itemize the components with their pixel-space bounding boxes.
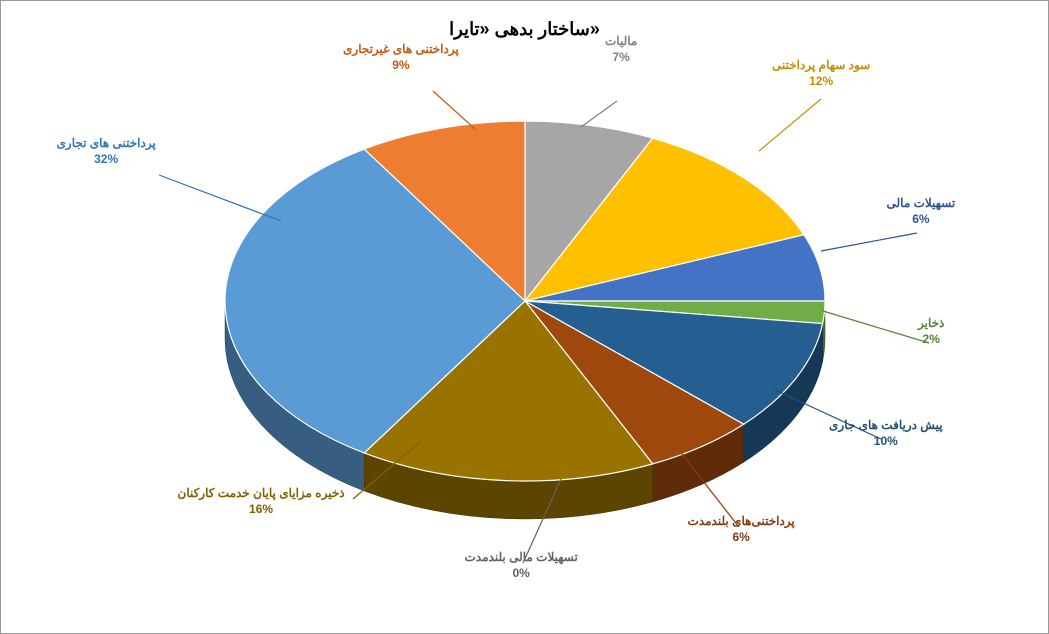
slice-label-text: ذخایر xyxy=(918,315,944,331)
slice-label-text: تسهیلات مالی بلندمدت xyxy=(465,549,578,565)
slice-label-text: پرداختنی های غیرتجاری xyxy=(343,41,459,57)
slice-label-pct: 6% xyxy=(887,211,956,227)
slice-label: مالیات7% xyxy=(605,33,637,65)
slice-label-text: پیش دریافت های جاری xyxy=(829,417,943,433)
slice-label-pct: 12% xyxy=(772,73,870,89)
slice-label-pct: 32% xyxy=(57,151,156,167)
slice-label: تسهیلات مالی6% xyxy=(887,195,956,227)
slice-label: پرداختنی‌های بلندمدت6% xyxy=(688,513,795,545)
slice-label-pct: 10% xyxy=(829,433,943,449)
slice-label-pct: 16% xyxy=(178,501,345,517)
chart-container: ساختار بدهی «تایرا» مالیات7%سود سهام پرد… xyxy=(0,0,1049,634)
slice-label-text: سود سهام پرداختنی xyxy=(772,57,870,73)
slice-label: ذخیره مزایای پایان خدمت کارکنان16% xyxy=(178,485,345,517)
slice-label: پیش دریافت های جاری10% xyxy=(829,417,943,449)
slice-label: ذخایر2% xyxy=(918,315,944,347)
slice-label-text: پرداختنی های تجاری xyxy=(57,135,156,151)
slice-label-pct: 0% xyxy=(465,565,578,581)
slice-label: تسهیلات مالی بلندمدت0% xyxy=(465,549,578,581)
slice-label-text: تسهیلات مالی xyxy=(887,195,956,211)
slice-label-pct: 2% xyxy=(918,331,944,347)
slice-label: پرداختنی های تجاری32% xyxy=(57,135,156,167)
slice-label-text: پرداختنی‌های بلندمدت xyxy=(688,513,795,529)
slice-label: سود سهام پرداختنی12% xyxy=(772,57,870,89)
pie-svg xyxy=(1,1,1049,634)
slice-label-pct: 6% xyxy=(688,529,795,545)
slice-label-pct: 9% xyxy=(343,57,459,73)
slice-label-text: ذخیره مزایای پایان خدمت کارکنان xyxy=(178,485,345,501)
slice-label-text: مالیات xyxy=(605,33,637,49)
slice-label-pct: 7% xyxy=(605,49,637,65)
slice-label: پرداختنی های غیرتجاری9% xyxy=(343,41,459,73)
